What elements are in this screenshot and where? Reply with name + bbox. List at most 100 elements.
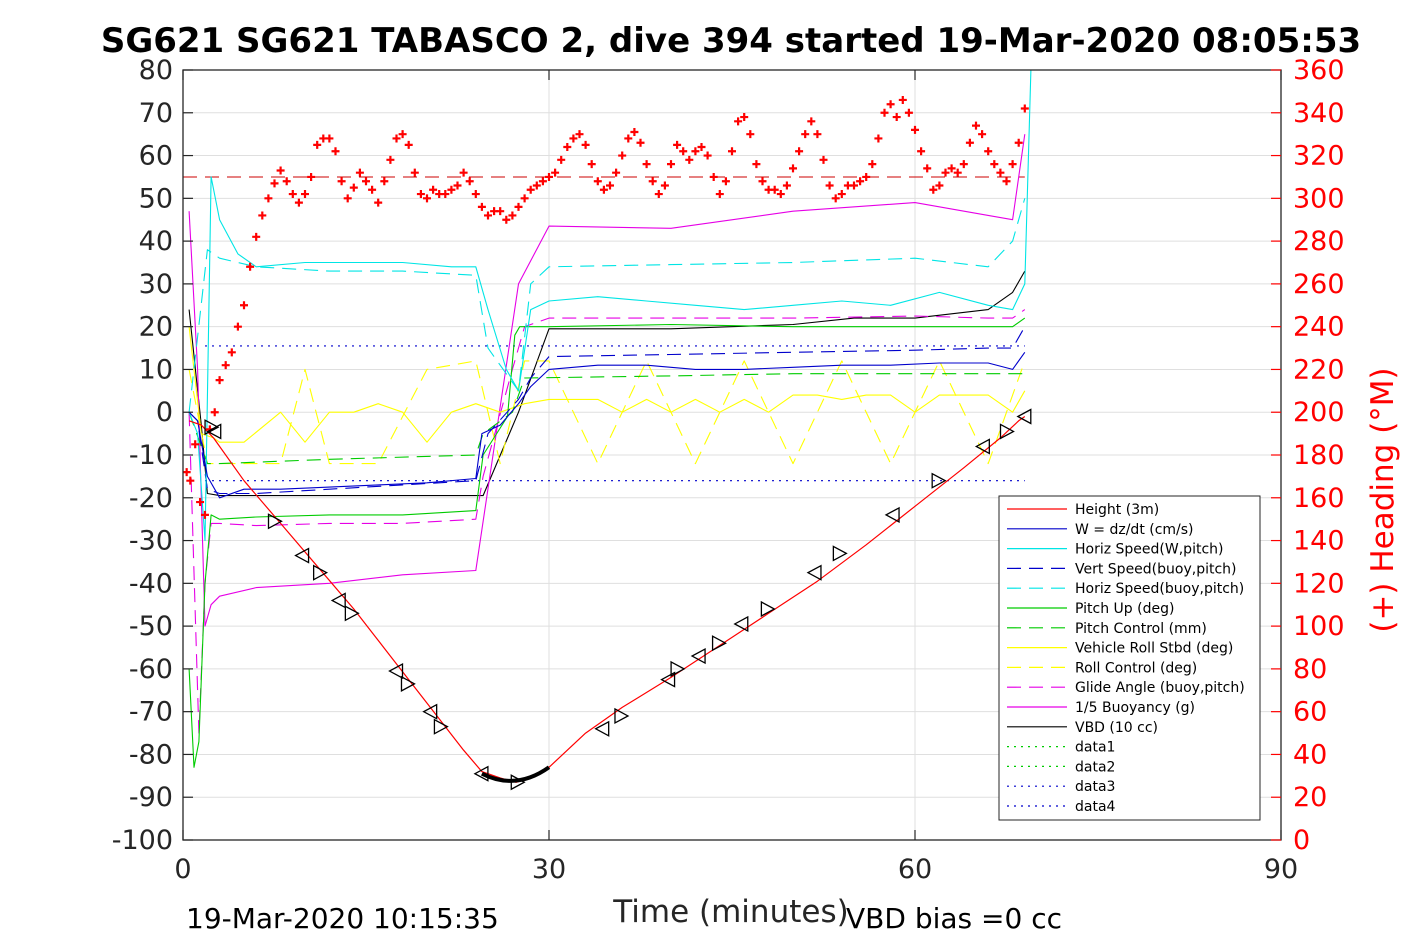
heading-point bbox=[276, 166, 285, 175]
heading-point bbox=[789, 164, 797, 173]
triangle-marker bbox=[614, 707, 630, 725]
heading-point bbox=[325, 134, 334, 143]
right-axis-label: (+) Heading (°M) bbox=[1365, 367, 1401, 632]
heading-point bbox=[477, 202, 486, 211]
heading-point bbox=[246, 262, 255, 271]
heading-point bbox=[904, 108, 913, 117]
legend-label-0: Height (3m) bbox=[1075, 502, 1159, 518]
y-right-tick-label: 100 bbox=[1293, 611, 1345, 642]
heading-point bbox=[313, 140, 322, 149]
heading-point bbox=[186, 476, 195, 485]
heading-point bbox=[545, 172, 553, 181]
y-left-tick-label: 40 bbox=[139, 226, 173, 257]
heading-point bbox=[587, 160, 596, 169]
heading-point bbox=[392, 134, 401, 143]
x-axis-tick-labels: 0 30 60 90 bbox=[174, 854, 1298, 885]
triangle-marker bbox=[660, 671, 676, 688]
series-line-6 bbox=[188, 373, 1025, 465]
heading-point bbox=[874, 134, 883, 143]
heading-point bbox=[264, 194, 273, 203]
y-right-tick-label: 300 bbox=[1293, 183, 1345, 214]
y-left-tick-label: -90 bbox=[129, 782, 173, 813]
heading-point bbox=[191, 440, 200, 449]
series-line-10 bbox=[188, 134, 1026, 627]
heading-point bbox=[453, 181, 462, 190]
triangle-marker bbox=[510, 774, 526, 791]
heading-point bbox=[343, 194, 352, 203]
y-right-tick-label: 160 bbox=[1293, 483, 1345, 514]
heading-point bbox=[398, 130, 407, 139]
triangle-marker bbox=[974, 438, 990, 455]
heading-point bbox=[307, 172, 316, 181]
y-left-tick-label: 60 bbox=[139, 141, 173, 172]
y-left-tick-label: -100 bbox=[112, 825, 173, 856]
heading-point bbox=[599, 185, 608, 194]
heading-point bbox=[715, 190, 724, 199]
heading-point bbox=[673, 140, 682, 149]
heading-point bbox=[697, 143, 706, 151]
series-layer bbox=[188, 69, 1032, 783]
legend-label-7: Vehicle Roll Stbd (deg) bbox=[1075, 641, 1233, 657]
heading-point bbox=[929, 185, 938, 194]
triangle-marker bbox=[206, 423, 222, 440]
right-axis-tick-labels: 3603403203002802602402202001801601401201… bbox=[1293, 55, 1345, 856]
legend-label-14: data3 bbox=[1075, 779, 1115, 795]
triangle-marker bbox=[594, 720, 610, 737]
heading-point bbox=[984, 147, 993, 156]
heading-point bbox=[606, 181, 614, 190]
heading-point bbox=[447, 185, 456, 194]
series-line-9 bbox=[188, 309, 1026, 734]
y-right-tick-label: 60 bbox=[1293, 697, 1327, 728]
heading-point bbox=[270, 179, 279, 188]
heading-point bbox=[721, 177, 730, 186]
heading-point bbox=[484, 211, 492, 220]
x-tick-label: 60 bbox=[898, 854, 932, 885]
heading-point bbox=[471, 190, 480, 199]
series-line-8 bbox=[188, 360, 1026, 465]
legend-label-15: data4 bbox=[1075, 799, 1116, 815]
heading-point bbox=[709, 172, 718, 181]
heading-point bbox=[1002, 177, 1011, 186]
heading-point bbox=[807, 117, 816, 126]
footer-timestamp: 19-Mar-2020 10:15:35 bbox=[186, 902, 499, 935]
heading-point bbox=[831, 194, 840, 203]
legend-label-6: Pitch Control (mm) bbox=[1075, 621, 1207, 637]
chart-title: SG621 SG621 TABASCO 2, dive 394 started … bbox=[101, 21, 1361, 61]
triangle-marker bbox=[388, 662, 404, 680]
heading-point bbox=[1020, 104, 1029, 113]
triangle-marker bbox=[711, 635, 727, 652]
heading-point bbox=[953, 168, 962, 177]
heading-point bbox=[734, 117, 743, 126]
series-line-3 bbox=[188, 326, 1026, 495]
y-right-tick-label: 40 bbox=[1293, 739, 1327, 770]
heading-point bbox=[374, 198, 383, 207]
heading-point bbox=[593, 177, 602, 186]
heading-point bbox=[233, 322, 242, 331]
y-left-tick-label: -70 bbox=[129, 697, 173, 728]
legend-label-10: 1/5 Buoyancy (g) bbox=[1075, 700, 1195, 716]
y-right-tick-label: 240 bbox=[1293, 312, 1345, 343]
heading-point bbox=[959, 160, 968, 169]
heading-point bbox=[648, 177, 657, 186]
y-left-tick-label: 30 bbox=[139, 269, 173, 300]
y-right-tick-label: 120 bbox=[1293, 568, 1345, 599]
y-right-tick-label: 280 bbox=[1293, 226, 1345, 257]
heading-point bbox=[508, 211, 517, 220]
legend-label-4: Horiz Speed(buoy,pitch) bbox=[1075, 581, 1244, 597]
heading-point bbox=[667, 160, 675, 169]
triangle-marker bbox=[294, 547, 310, 564]
triangle-markers bbox=[204, 408, 1032, 791]
heading-point bbox=[215, 376, 224, 385]
heading-point bbox=[911, 125, 919, 134]
heading-point bbox=[200, 510, 209, 519]
heading-point bbox=[685, 155, 694, 164]
y-right-tick-label: 180 bbox=[1293, 440, 1345, 471]
heading-point bbox=[416, 190, 425, 199]
triangle-marker bbox=[760, 600, 776, 618]
triangle-marker bbox=[832, 545, 848, 562]
heading-point bbox=[496, 207, 505, 216]
y-left-tick-label: -20 bbox=[129, 483, 173, 514]
heading-point bbox=[660, 181, 669, 190]
heading-point bbox=[636, 138, 645, 147]
